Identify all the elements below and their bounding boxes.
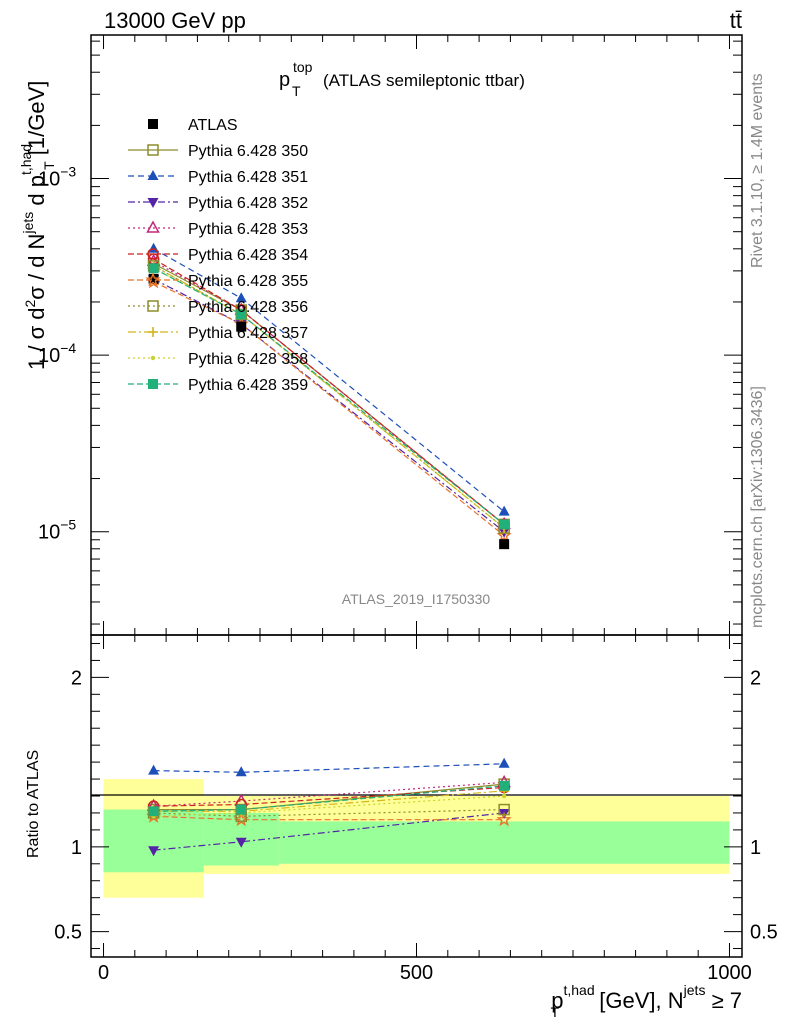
legend-entry: Pythia 6.428 359 — [128, 377, 308, 394]
legend-entry: Pythia 6.428 354 — [128, 247, 308, 264]
data-point — [498, 757, 510, 768]
y-tick-label: 10−4 — [38, 340, 76, 367]
legend-label: Pythia 6.428 350 — [188, 143, 308, 160]
data-point — [150, 355, 156, 361]
ratio-band-inner — [278, 821, 730, 864]
data-point — [236, 309, 247, 320]
data-point — [499, 539, 510, 550]
data-point — [236, 321, 247, 332]
title-rest: (ATLAS semileptonic ttbar) — [323, 71, 525, 90]
data-point — [147, 170, 159, 180]
data-point — [148, 263, 159, 274]
ratio-panel: 0 500 1000 0.5 0.5 1 1 2 2 Ratio to ATLAS — [25, 634, 778, 984]
legend-entry: ATLAS — [148, 117, 238, 134]
data-point — [501, 793, 507, 799]
data-point — [148, 327, 158, 337]
y-tick-label: 10−5 — [38, 517, 76, 544]
legend-label: Pythia 6.428 359 — [188, 377, 308, 394]
title-sup: top — [293, 59, 313, 75]
legend-entry: Pythia 6.428 356 — [128, 299, 308, 316]
main-panel: 10−5 10−4 10−3 p top T (ATLAS semileptonic… — [18, 34, 743, 636]
ratio-y-tick-label-right: 0.5 — [750, 922, 778, 944]
legend-label: Pythia 6.428 351 — [188, 169, 308, 186]
title-sub: T — [292, 83, 301, 99]
rivet-label: Rivet 3.1.10, ≥ 1.4M events — [749, 73, 766, 268]
legend-label: Pythia 6.428 352 — [188, 195, 308, 212]
ratio-series-line — [153, 815, 505, 821]
data-point — [499, 519, 510, 530]
ratio-y-tick-label-right: 1 — [750, 837, 761, 859]
ratio-y-tick-label-right: 2 — [750, 667, 761, 689]
legend-label: Pythia 6.428 354 — [188, 247, 308, 264]
analysis-tag: ATLAS_2019_I1750330 — [342, 591, 491, 607]
data-point — [146, 220, 160, 233]
data-point — [148, 119, 158, 129]
data-point — [148, 379, 158, 389]
data-point — [147, 248, 159, 260]
data-point — [147, 144, 159, 156]
energy-label: 13000 GeV pp — [104, 8, 246, 33]
data-point — [236, 804, 247, 815]
ratio-band-inner — [103, 809, 204, 873]
data-point — [235, 292, 247, 303]
legend-label: Pythia 6.428 356 — [188, 299, 308, 316]
x-tick-label: 0 — [98, 962, 109, 984]
x-axis-label: pt,had T [GeV], Njets ≥ 7 — [551, 982, 742, 1020]
legend-entry: Pythia 6.428 350 — [128, 143, 308, 160]
legend: ATLAS Pythia 6.428 350 Pythia 6.428 351 Pyt… — [128, 117, 308, 394]
ratio-series-line — [153, 785, 505, 812]
series-line — [153, 267, 505, 525]
ratio-y-label: Ratio to ATLAS — [25, 750, 42, 858]
y-tick-label: 10−3 — [38, 164, 76, 191]
data-point — [498, 505, 510, 516]
legend-entry: Pythia 6.428 355 — [128, 272, 308, 290]
ratio-series-line — [153, 763, 505, 773]
data-point — [148, 806, 159, 817]
legend-entry: Pythia 6.428 353 — [128, 220, 308, 238]
process-label: tt̄ — [730, 8, 742, 33]
title-main: p — [279, 69, 290, 91]
legend-entry: Pythia 6.428 358 — [128, 351, 308, 368]
legend-label: Pythia 6.428 355 — [188, 273, 308, 290]
series-line — [153, 281, 505, 537]
data-point — [148, 846, 160, 857]
legend-entry: Pythia 6.428 357 — [128, 325, 308, 342]
legend-entry: Pythia 6.428 351 — [128, 169, 308, 186]
y-axis-label: 1 / σ d2σ / d Njets d pt,had T [1/GeV] — [18, 81, 57, 370]
legend-label: Pythia 6.428 353 — [188, 221, 308, 238]
legend-entry: Pythia 6.428 352 — [128, 195, 308, 212]
x-tick-label: 500 — [400, 962, 433, 984]
data-point — [496, 527, 512, 543]
data-point — [147, 198, 159, 208]
legend-label: Pythia 6.428 357 — [188, 325, 308, 342]
data-point — [499, 780, 510, 791]
data-point — [148, 764, 160, 775]
data-point — [498, 803, 510, 816]
ratio-y-tick-label: 2 — [71, 667, 82, 689]
series-line — [153, 278, 505, 533]
ratio-y-tick-label: 1 — [71, 837, 82, 859]
legend-label: ATLAS — [188, 117, 238, 134]
x-tick-label: 1000 — [707, 962, 752, 984]
legend-label: Pythia 6.428 358 — [188, 351, 308, 368]
ratio-y-tick-label: 0.5 — [54, 922, 82, 944]
data-point — [145, 272, 161, 287]
mcplots-label: mcplots.cern.ch [arXiv:1306.3436] — [749, 386, 766, 628]
data-point — [496, 811, 512, 827]
data-point — [147, 300, 159, 312]
data-point — [235, 766, 247, 777]
data-point — [235, 837, 247, 848]
data-point — [148, 273, 159, 284]
plot-title: p top T (ATLAS semileptonic ttbar) — [279, 59, 525, 99]
